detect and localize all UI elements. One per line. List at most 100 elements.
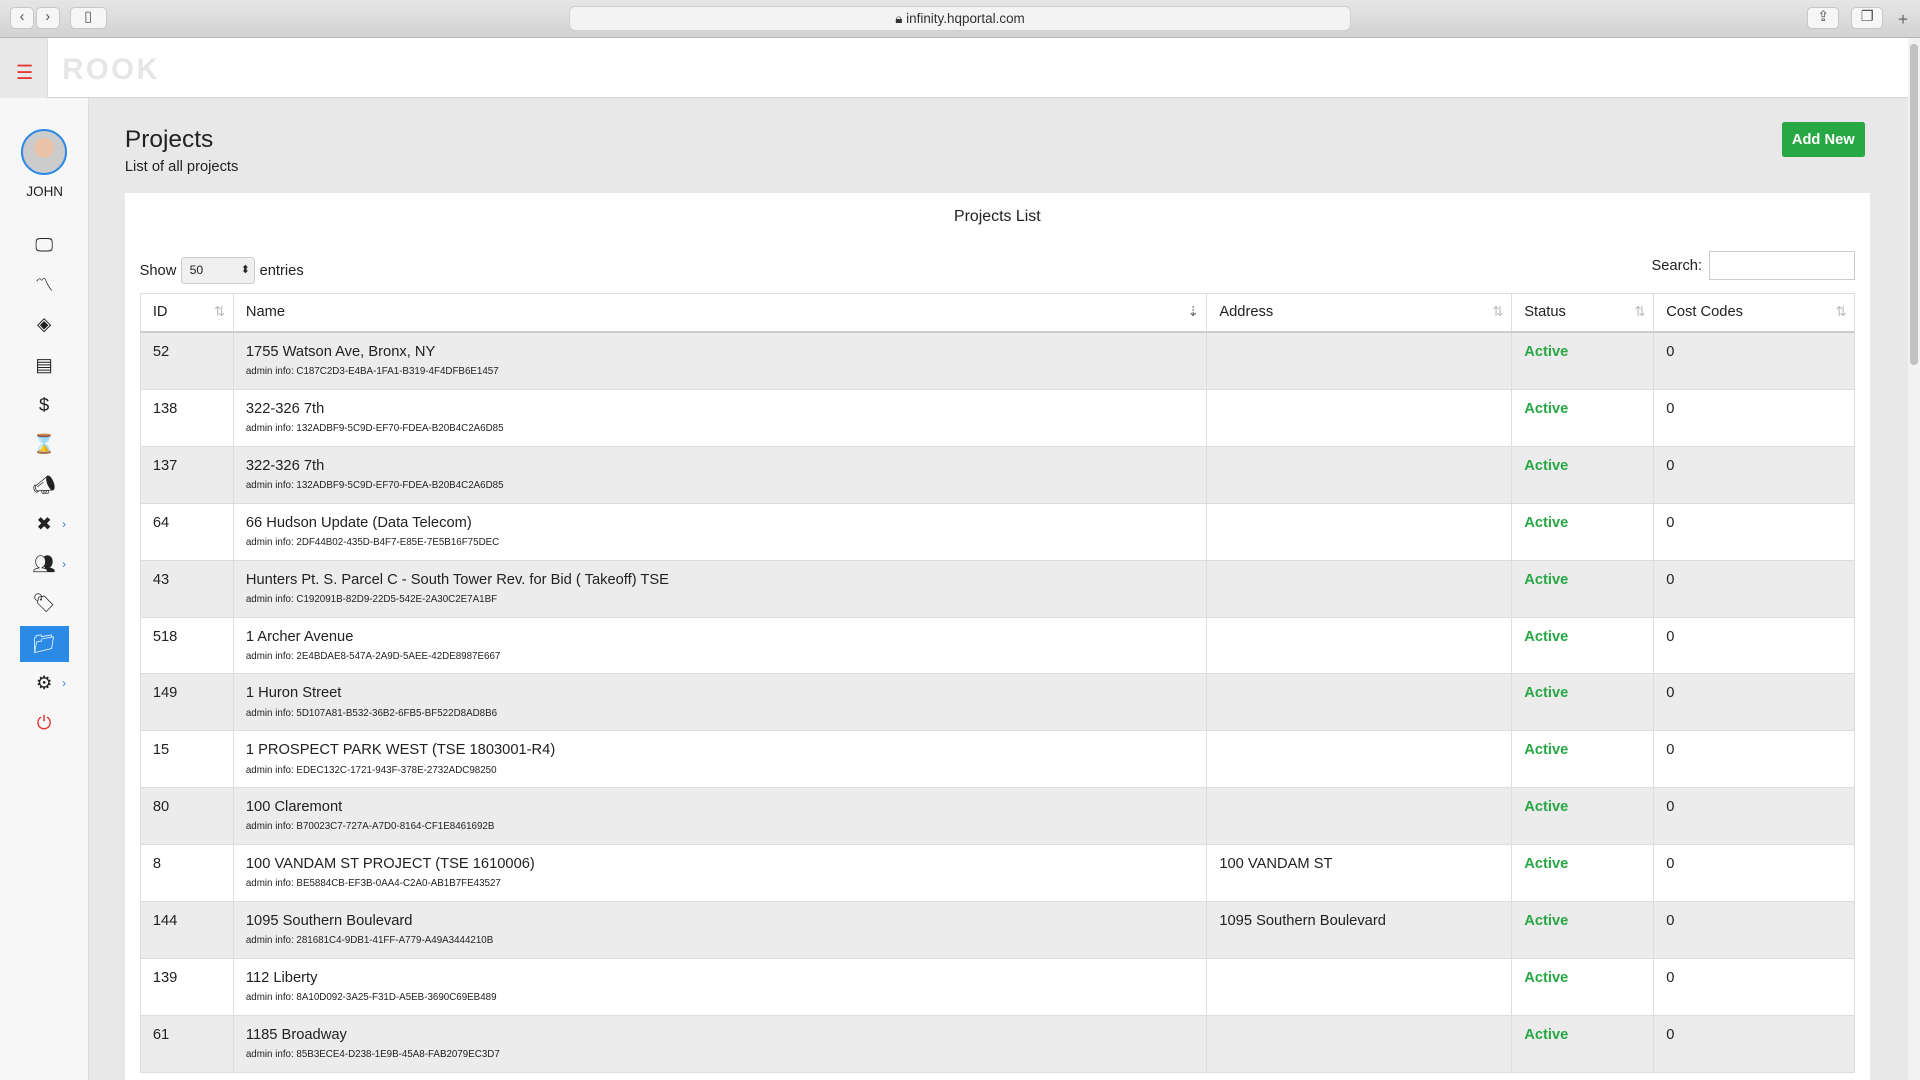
- cell-name[interactable]: 1 Huron Street admin info: 5D107A81-B532-…: [232, 673, 1208, 732]
- browser-toolbar: ‹ › ▯ 🔒︎ infinity.hqportal.com ⇪ ❐ +: [0, 0, 1920, 38]
- cell-name[interactable]: 1185 Broadway admin info: 85B3ECE4-D238-1…: [232, 1015, 1208, 1074]
- column-name[interactable]: Name ⇣: [232, 292, 1208, 334]
- cell-address: [1206, 673, 1512, 732]
- top-bar: ROOK: [46, 37, 1908, 98]
- project-name[interactable]: 322-326 7th: [245, 457, 325, 474]
- tools-icon[interactable]: ✖ ›: [36, 512, 67, 534]
- table-row[interactable]: 52 1755 Watson Ave, Bronx, NY admin info:…: [139, 331, 1856, 390]
- cell-cost-codes: 0: [1653, 958, 1856, 1017]
- back-button[interactable]: ‹: [9, 7, 35, 30]
- cell-address: [1206, 1015, 1512, 1074]
- cell-name[interactable]: 1 PROSPECT PARK WEST (TSE 1803001-R4) adm…: [232, 730, 1208, 789]
- table-row[interactable]: 137 322-326 7th admin info: 132ADBF9-5C9D…: [139, 445, 1856, 504]
- cell-name[interactable]: 112 Liberty admin info: 8A10D092-3A25-F31…: [232, 958, 1208, 1017]
- project-name[interactable]: 112 Liberty: [245, 970, 318, 987]
- cell-cost-codes: 0: [1653, 331, 1856, 390]
- project-name[interactable]: 100 VANDAM ST PROJECT (TSE 1610006): [245, 856, 535, 873]
- cell-name[interactable]: 322-326 7th admin info: 132ADBF9-5C9D-EF7…: [232, 445, 1208, 504]
- project-name[interactable]: 1 Archer Avenue: [245, 628, 354, 645]
- cell-id: 64: [139, 502, 234, 561]
- table-row[interactable]: 15 1 PROSPECT PARK WEST (TSE 1803001-R4)…: [139, 730, 1856, 789]
- document-icon[interactable]: ▤: [35, 353, 53, 375]
- table-row[interactable]: 43 Hunters Pt. S. Parcel C - South Tower…: [139, 559, 1856, 618]
- cell-cost-codes: 0: [1653, 445, 1856, 504]
- tags-icon[interactable]: 🏷︎: [32, 592, 56, 614]
- monitor-icon[interactable]: 🖵: [35, 233, 53, 255]
- cell-name[interactable]: 100 VANDAM ST PROJECT (TSE 1610006) admin…: [232, 844, 1208, 903]
- table-row[interactable]: 144 1095 Southern Boulevard admin info: 2…: [139, 901, 1856, 960]
- column-id[interactable]: ID ⇅: [139, 292, 234, 334]
- add-new-button[interactable]: Add New: [1781, 122, 1865, 157]
- project-name[interactable]: 1185 Broadway: [245, 1027, 347, 1044]
- project-name[interactable]: 100 Claremont: [245, 799, 343, 816]
- scrollbar[interactable]: [1907, 37, 1920, 1080]
- project-name[interactable]: 1 Huron Street: [245, 685, 342, 702]
- cell-id: 80: [139, 787, 234, 846]
- status-badge: Active: [1510, 502, 1655, 561]
- status-badge: Active: [1510, 445, 1655, 504]
- cell-id: 8: [139, 844, 234, 903]
- avatar[interactable]: [20, 128, 68, 176]
- tabs-icon[interactable]: ❐: [1851, 7, 1884, 30]
- table-row[interactable]: 518 1 Archer Avenue admin info: 2E4BDAE8-…: [139, 616, 1856, 675]
- column-address[interactable]: Address ⇅: [1206, 292, 1512, 334]
- cell-name[interactable]: 1755 Watson Ave, Bronx, NY admin info: C1…: [232, 331, 1208, 390]
- power-icon[interactable]: ⏻: [36, 712, 52, 734]
- url-text: infinity.hqportal.com: [906, 11, 1025, 27]
- column-cost-codes[interactable]: Cost Codes ⇅: [1653, 292, 1856, 334]
- status-badge: Active: [1510, 844, 1655, 903]
- cell-name[interactable]: 66 Hudson Update (Data Telecom) admin inf…: [232, 502, 1208, 561]
- table-row[interactable]: 61 1185 Broadway admin info: 85B3ECE4-D23…: [139, 1015, 1856, 1074]
- page-size-select[interactable]: 50: [181, 257, 255, 285]
- project-name[interactable]: 322-326 7th: [245, 400, 325, 417]
- page-subtitle: List of all projects: [124, 159, 239, 176]
- table-row[interactable]: 149 1 Huron Street admin info: 5D107A81-B…: [139, 673, 1856, 732]
- table-row[interactable]: 8 100 VANDAM ST PROJECT (TSE 1610006) adm…: [139, 844, 1856, 903]
- cell-name[interactable]: 1 Archer Avenue admin info: 2E4BDAE8-547A…: [232, 616, 1208, 675]
- status-badge: Active: [1510, 331, 1655, 390]
- admin-info: admin info: 5D107A81-B532-36B2-6FB5-BF52…: [245, 707, 498, 719]
- cell-name[interactable]: 100 Claremont admin info: B70023C7-727A-A…: [232, 787, 1208, 846]
- cogs-icon[interactable]: ⚙ ›: [35, 671, 67, 693]
- forward-button[interactable]: ›: [35, 7, 60, 30]
- table-row[interactable]: 80 100 Claremont admin info: B70023C7-727…: [139, 787, 1856, 846]
- sort-icon: ⇅: [214, 304, 226, 320]
- dollar-icon[interactable]: $: [38, 393, 50, 415]
- megaphone-icon[interactable]: 📣︎: [32, 473, 56, 495]
- cell-cost-codes: 0: [1653, 502, 1856, 561]
- project-name[interactable]: 1095 Southern Boulevard: [245, 913, 413, 930]
- table-row[interactable]: 138 322-326 7th admin info: 132ADBF9-5C9D…: [139, 388, 1856, 447]
- new-tab-icon[interactable]: +: [1897, 8, 1908, 29]
- project-name[interactable]: 66 Hudson Update (Data Telecom): [245, 514, 472, 531]
- hourglass-icon[interactable]: ⌛: [32, 433, 56, 455]
- search-input[interactable]: [1709, 251, 1856, 281]
- scrollbar-thumb[interactable]: [1910, 44, 1918, 365]
- menu-icon[interactable]: ☰: [15, 62, 34, 85]
- table-row[interactable]: 139 112 Liberty admin info: 8A10D092-3A25…: [139, 958, 1856, 1017]
- cell-id: 15: [139, 730, 234, 789]
- status-badge: Active: [1510, 559, 1655, 618]
- cell-name[interactable]: 322-326 7th admin info: 132ADBF9-5C9D-EF7…: [232, 388, 1208, 447]
- cell-address: [1206, 958, 1512, 1017]
- sidebar-toggle-icon[interactable]: ▯: [69, 7, 107, 30]
- sort-icon: ⇅: [1835, 304, 1847, 320]
- folder-icon[interactable]: 📁︎: [19, 625, 69, 663]
- cell-name[interactable]: 1095 Southern Boulevard admin info: 28168…: [232, 901, 1208, 960]
- users-icon[interactable]: 👥︎ ›: [32, 553, 67, 575]
- project-name[interactable]: 1 PROSPECT PARK WEST (TSE 1803001-R4): [245, 742, 556, 759]
- table-row[interactable]: 64 66 Hudson Update (Data Telecom) admin …: [139, 502, 1856, 561]
- admin-info: admin info: 8A10D092-3A25-F31D-A5EB-3690…: [245, 992, 497, 1004]
- admin-info: admin info: BE5884CB-EF3B-0AA4-C2A0-AB1B…: [245, 878, 501, 890]
- project-name[interactable]: Hunters Pt. S. Parcel C - South Tower Re…: [245, 571, 669, 588]
- cell-cost-codes: 0: [1653, 787, 1856, 846]
- entries-label: entries: [259, 262, 304, 279]
- project-name[interactable]: 1755 Watson Ave, Bronx, NY: [245, 344, 436, 361]
- chart-line-icon[interactable]: 〽: [34, 273, 54, 295]
- cell-id: 149: [139, 673, 234, 732]
- cell-id: 52: [139, 331, 234, 390]
- column-status[interactable]: Status ⇅: [1510, 292, 1655, 334]
- layers-icon[interactable]: ◈: [37, 313, 52, 335]
- cell-name[interactable]: Hunters Pt. S. Parcel C - South Tower Re…: [232, 559, 1208, 618]
- share-icon[interactable]: ⇪: [1807, 7, 1840, 30]
- address-bar[interactable]: 🔒︎ infinity.hqportal.com: [569, 6, 1351, 31]
